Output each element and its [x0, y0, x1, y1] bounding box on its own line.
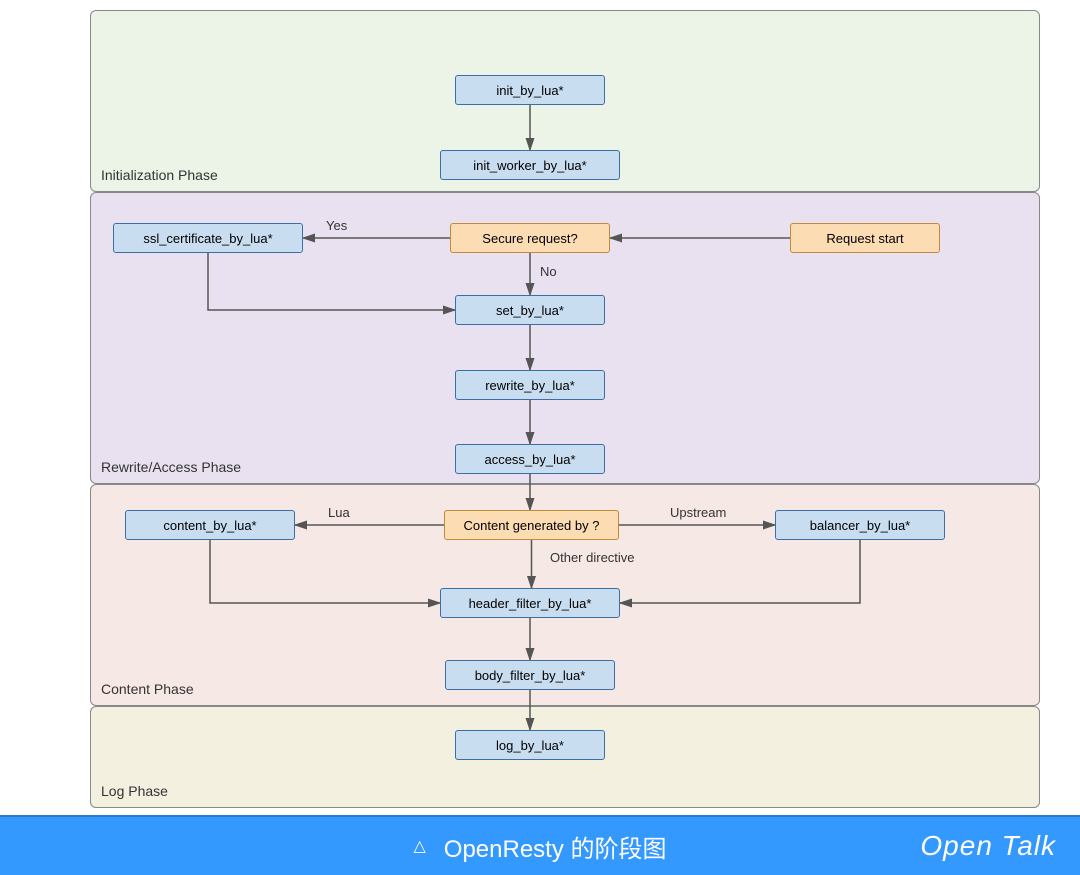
phase-label: Log Phase: [101, 783, 168, 799]
node-rewrite_by_lua: rewrite_by_lua*: [455, 370, 605, 400]
edge-label: No: [540, 264, 557, 279]
node-request_start: Request start: [790, 223, 940, 253]
node-balancer: balancer_by_lua*: [775, 510, 945, 540]
phase-label: Content Phase: [101, 681, 194, 697]
node-content_gen: Content generated by ?: [444, 510, 619, 540]
node-access_by_lua: access_by_lua*: [455, 444, 605, 474]
node-set_by_lua: set_by_lua*: [455, 295, 605, 325]
diagram-canvas: Order of Lua Nginx Module Directives Ini…: [0, 0, 1080, 815]
node-body_filter: body_filter_by_lua*: [445, 660, 615, 690]
footer-caption: OpenResty 的阶段图: [444, 829, 667, 864]
edge-label: Yes: [326, 218, 347, 233]
node-secure_q: Secure request?: [450, 223, 610, 253]
edge-label: Other directive: [550, 550, 635, 565]
node-log_by_lua: log_by_lua*: [455, 730, 605, 760]
phase-label: Rewrite/Access Phase: [101, 459, 241, 475]
node-init_worker: init_worker_by_lua*: [440, 150, 620, 180]
node-init_by_lua: init_by_lua*: [455, 75, 605, 105]
edge-label: Lua: [328, 505, 350, 520]
node-ssl_cert: ssl_certificate_by_lua*: [113, 223, 303, 253]
footer-logo: Open Talk: [920, 830, 1056, 862]
edge-label: Upstream: [670, 505, 726, 520]
node-content_by_lua: content_by_lua*: [125, 510, 295, 540]
footer-bar: △ OpenResty 的阶段图 Open Talk: [0, 815, 1080, 875]
phase-label: Initialization Phase: [101, 167, 218, 183]
node-header_filter: header_filter_by_lua*: [440, 588, 620, 618]
caption-triangle-icon: △: [413, 836, 425, 856]
